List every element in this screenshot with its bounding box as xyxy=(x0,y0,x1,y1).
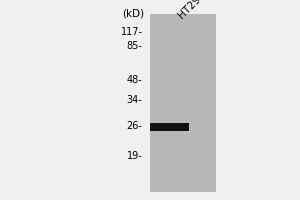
Text: 19-: 19- xyxy=(127,151,142,161)
Bar xyxy=(150,14,216,192)
Text: HT29: HT29 xyxy=(176,0,202,20)
Text: 85-: 85- xyxy=(127,41,142,51)
Text: (kD): (kD) xyxy=(122,9,144,19)
Text: 26-: 26- xyxy=(127,121,142,131)
Bar xyxy=(150,123,189,131)
Text: 34-: 34- xyxy=(127,95,142,105)
Text: 117-: 117- xyxy=(121,27,142,37)
Text: 48-: 48- xyxy=(127,75,142,85)
